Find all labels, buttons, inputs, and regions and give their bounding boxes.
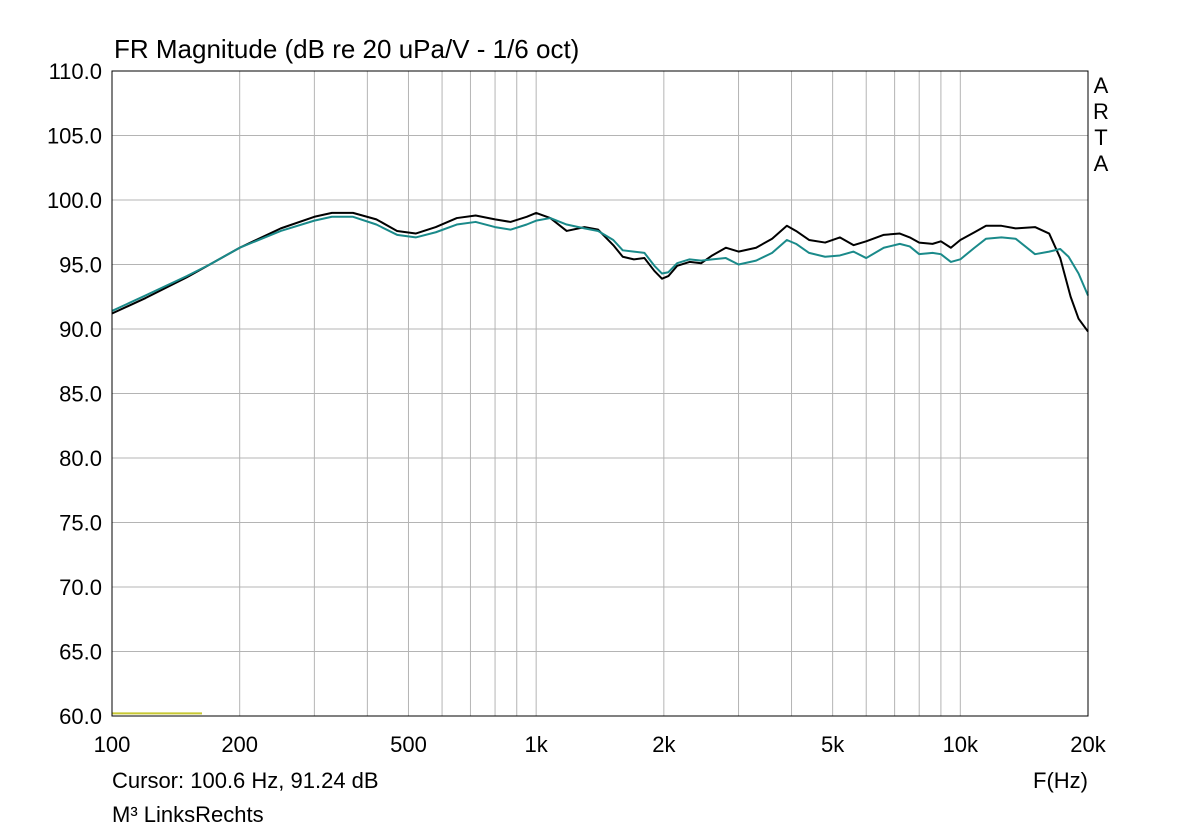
y-tick-label: 75.0	[59, 511, 102, 536]
plot-series	[111, 211, 1089, 715]
y-tick-label: 80.0	[59, 446, 102, 471]
x-tick-label: 1k	[525, 732, 549, 757]
measurement-name: M³ LinksRechts	[112, 802, 264, 827]
series-line-1	[111, 211, 1089, 333]
y-tick-label: 95.0	[59, 253, 102, 278]
x-tick-label: 10k	[943, 732, 979, 757]
y-tick-label: 105.0	[47, 124, 102, 149]
y-tick-label: 70.0	[59, 575, 102, 600]
brand-letter: A	[1094, 151, 1109, 176]
x-tick-label: 200	[221, 732, 258, 757]
y-tick-label: 65.0	[59, 640, 102, 665]
y-tick-label: 100.0	[47, 188, 102, 213]
chart-title: FR Magnitude (dB re 20 uPa/V - 1/6 oct)	[114, 34, 579, 64]
x-axis-label: F(Hz)	[1033, 768, 1088, 793]
cursor-readout: Cursor: 100.6 Hz, 91.24 dB	[112, 768, 379, 793]
x-tick-label: 500	[390, 732, 427, 757]
y-tick-label: 110.0	[49, 59, 102, 84]
plot-frame	[111, 70, 1089, 717]
x-tick-label: 2k	[652, 732, 676, 757]
y-tick-label: 85.0	[59, 382, 102, 407]
y-tick-label: 90.0	[59, 317, 102, 342]
series-line-2	[111, 215, 1089, 312]
x-tick-label: 5k	[821, 732, 845, 757]
brand-letter: A	[1094, 73, 1109, 98]
x-tick-label: 100	[94, 732, 131, 757]
brand-letter: T	[1094, 125, 1107, 150]
y-axis-ticks: 110.0 105.0 100.0 95.0 90.0 85.0 80.0 75.0 70.0 6…	[47, 59, 102, 729]
plot-grid	[111, 70, 1089, 717]
y-tick-label: 60.0	[59, 704, 102, 729]
x-tick-label: 20k	[1070, 732, 1106, 757]
x-axis-ticks: 100 200 500 1k 2k 5k 10k 20k	[94, 732, 1107, 757]
brand-letter: R	[1093, 99, 1109, 124]
